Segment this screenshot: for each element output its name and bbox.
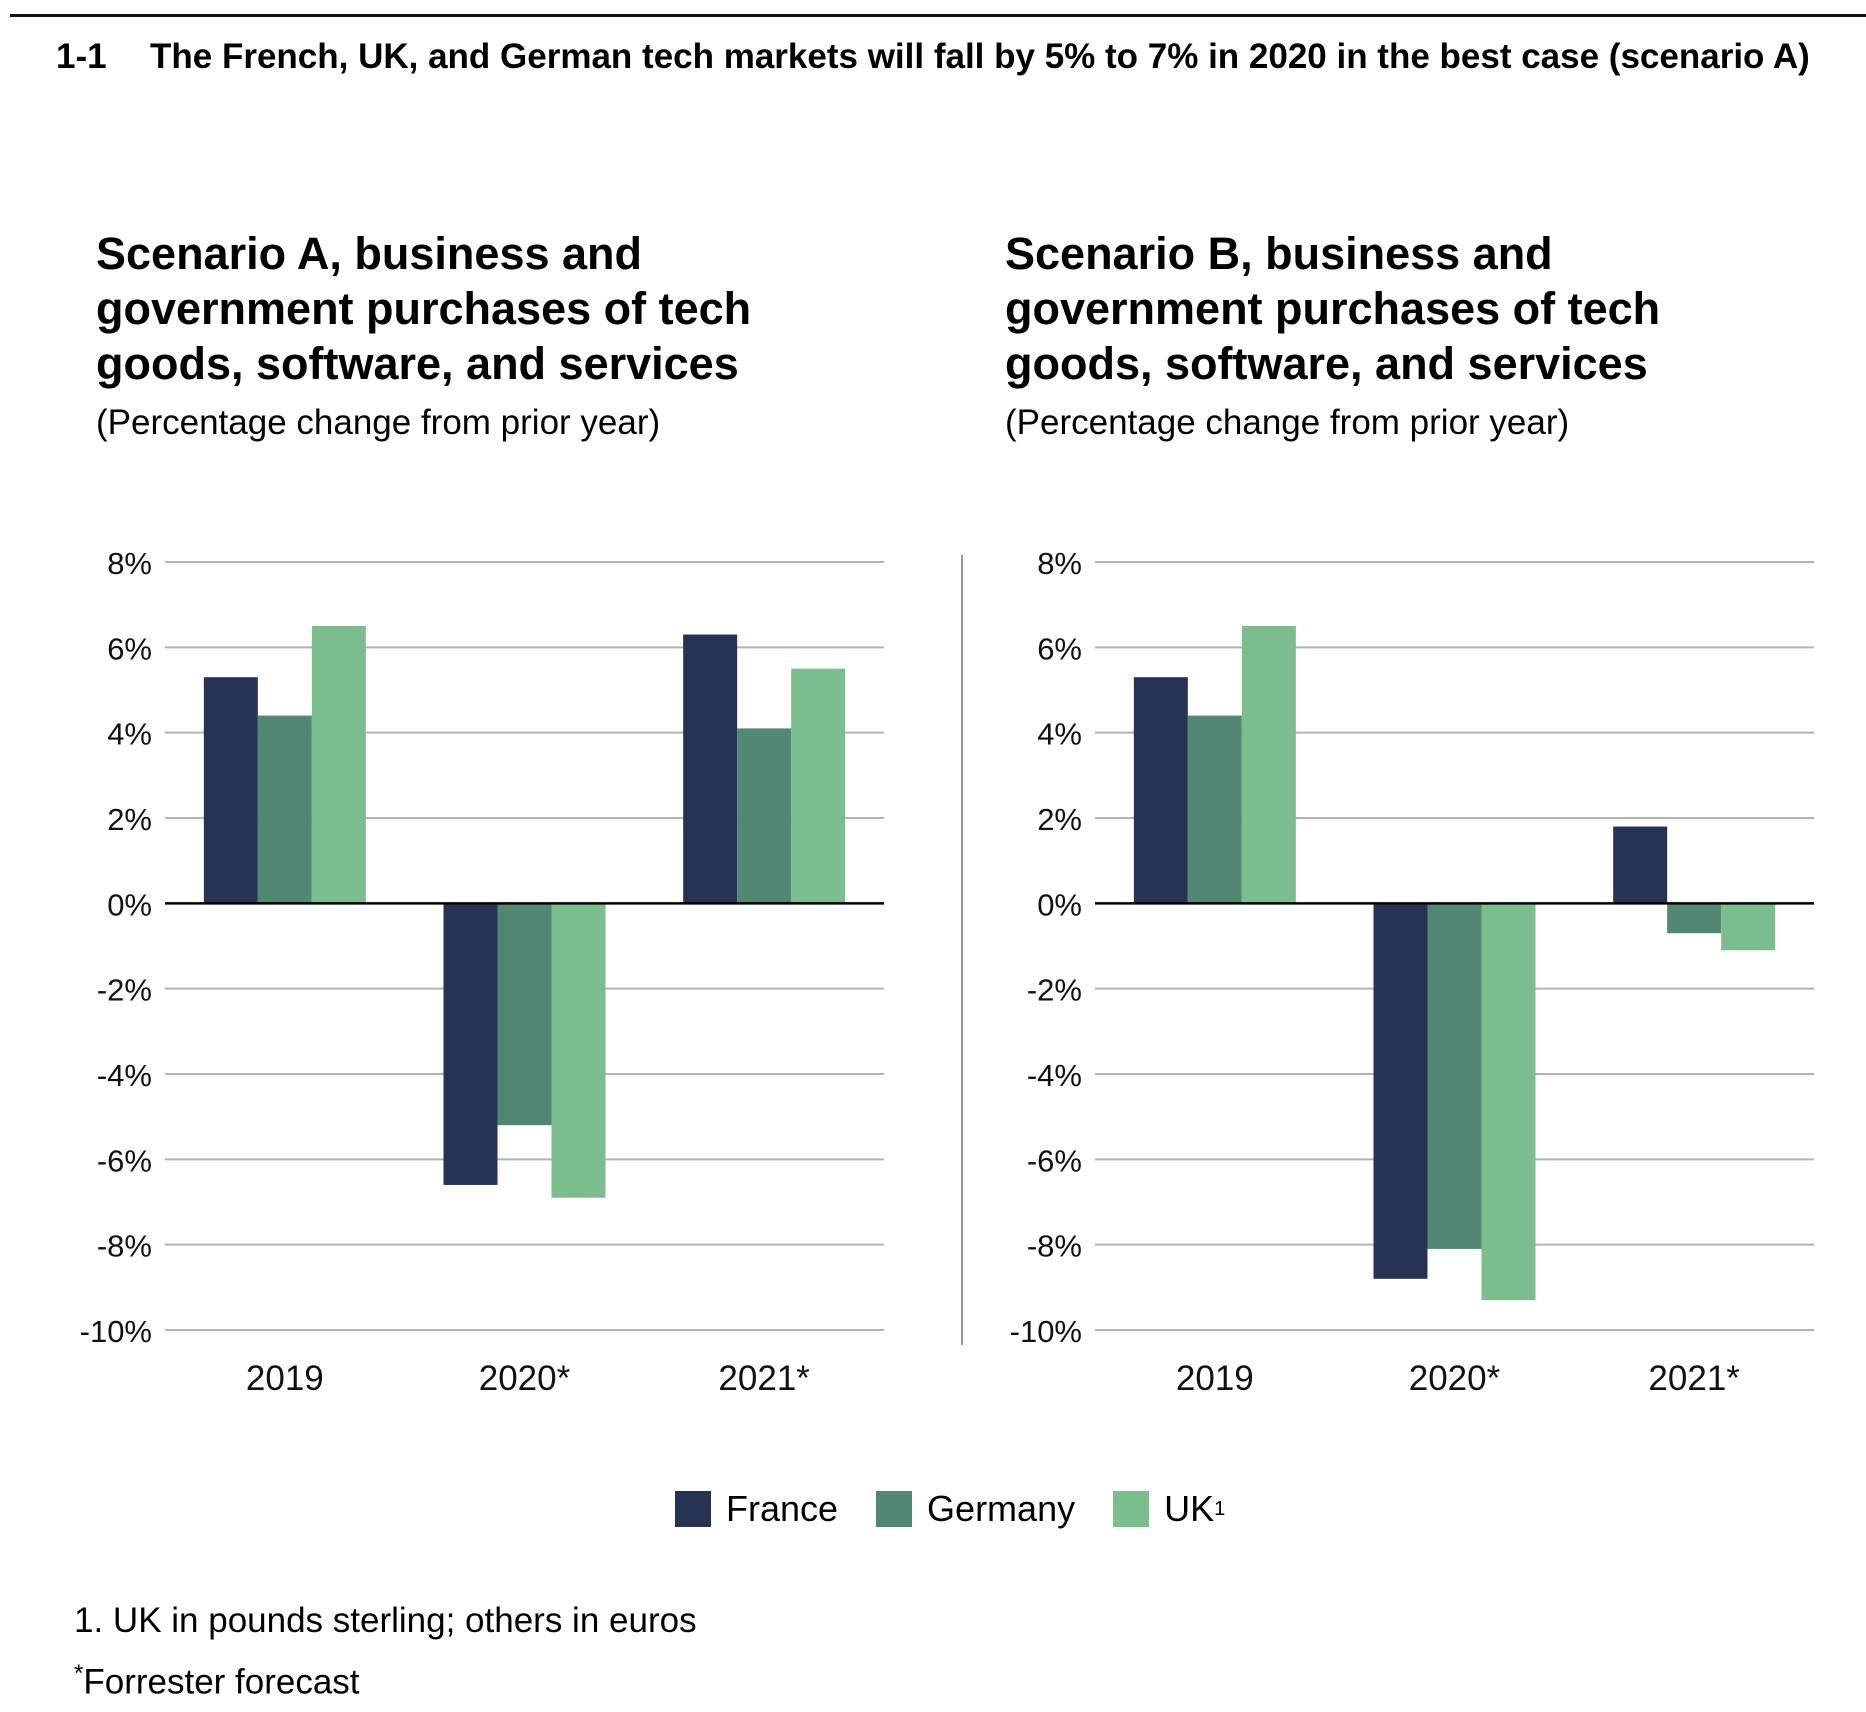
- figure-title: The French, UK, and German tech markets …: [150, 37, 1810, 76]
- bar-germany-0: [257, 715, 312, 904]
- y-tick-label: -10%: [80, 1314, 152, 1349]
- footnote-2-text: Forrester forecast: [83, 1662, 360, 1702]
- bar-uk-0: [311, 626, 366, 904]
- y-tick-label: 4%: [107, 717, 152, 752]
- y-tick-label: -4%: [1027, 1058, 1082, 1093]
- figure-header: 1-1 The French, UK, and German tech mark…: [56, 34, 1836, 80]
- legend-item-uk: UK 1: [1113, 1488, 1225, 1530]
- legend-label-germany: Germany: [927, 1488, 1076, 1529]
- bar-germany-1: [1427, 903, 1482, 1249]
- bar-uk-0: [1241, 626, 1296, 904]
- bar-germany-1: [497, 903, 552, 1126]
- bar-uk-1: [551, 903, 606, 1198]
- legend-label-france: France: [726, 1488, 839, 1529]
- legend-footnote-mark: 1: [1214, 1497, 1226, 1520]
- footnote-1: 1. UK in pounds sterling; others in euro…: [74, 1601, 697, 1640]
- y-tick-label: 6%: [1037, 631, 1082, 666]
- footnote-2: *Forrester forecast: [74, 1653, 360, 1704]
- y-tick-label: 2%: [107, 802, 152, 837]
- y-tick-label: -6%: [97, 1143, 152, 1178]
- y-tick-label: 0%: [107, 887, 152, 922]
- legend: France Germany UK 1: [675, 1488, 1263, 1530]
- legend-item-france: France: [675, 1488, 838, 1530]
- y-tick-label: -8%: [1027, 1229, 1082, 1264]
- bar-germany-0: [1187, 715, 1242, 904]
- x-tick-label: 2021*: [718, 1359, 810, 1398]
- y-tick-label: -10%: [1010, 1314, 1082, 1349]
- bar-uk-2: [1721, 903, 1776, 951]
- y-tick-label: 0%: [1037, 887, 1082, 922]
- chart-b-subtitle: (Percentage change from prior year): [1005, 403, 1570, 442]
- x-tick-label: 2019: [1176, 1359, 1254, 1398]
- y-tick-label: 8%: [1037, 546, 1082, 581]
- y-tick-label: 2%: [1037, 802, 1082, 837]
- footnote-2-mark: *: [74, 1660, 84, 1687]
- legend-swatch-uk: [1113, 1491, 1150, 1527]
- y-tick-label: -8%: [97, 1229, 152, 1264]
- chart-b-plot: 8% 6% 4% 2% 0% -2% -4% -6% -8% -10% 2019 2020* 2021*: [1010, 546, 1814, 1398]
- bar-uk-1: [1481, 903, 1536, 1301]
- bar-france-2: [1613, 826, 1668, 904]
- legend-label-uk: UK: [1164, 1488, 1215, 1529]
- bar-france-1: [443, 903, 498, 1185]
- y-tick-label: 8%: [107, 546, 152, 581]
- x-tick-label: 2021*: [1648, 1359, 1740, 1398]
- chart-a-title: Scenario A, business and government purc…: [96, 228, 752, 389]
- bar-uk-2: [791, 668, 846, 904]
- bar-germany-2: [737, 728, 792, 904]
- chart-a-subtitle: (Percentage change from prior year): [96, 403, 661, 442]
- x-tick-label: 2020*: [1409, 1359, 1501, 1398]
- y-tick-label: -2%: [1027, 973, 1082, 1008]
- x-tick-label: 2019: [246, 1359, 324, 1398]
- bar-france-0: [1133, 677, 1188, 904]
- chart-b-title: Scenario B, business and government purc…: [1005, 228, 1661, 389]
- y-tick-label: -6%: [1027, 1143, 1082, 1178]
- top-rule: [10, 14, 1866, 17]
- y-tick-label: 4%: [1037, 717, 1082, 752]
- y-tick-label: 6%: [107, 631, 152, 666]
- legend-swatch-germany: [876, 1491, 913, 1527]
- figure-number: 1-1: [56, 37, 107, 76]
- y-tick-label: -4%: [97, 1058, 152, 1093]
- legend-item-germany: Germany: [876, 1488, 1075, 1530]
- chart-a-plot: 8% 6% 4% 2% 0% -2% -4% -6% -8% -10% 2019 2020* 2021*: [80, 546, 884, 1398]
- y-tick-label: -2%: [97, 973, 152, 1008]
- bar-germany-2: [1667, 903, 1722, 934]
- x-tick-label: 2020*: [479, 1359, 571, 1398]
- legend-swatch-france: [675, 1491, 711, 1527]
- bar-france-2: [683, 634, 738, 904]
- chart-divider: [961, 555, 963, 1345]
- bar-france-1: [1373, 903, 1428, 1279]
- bar-france-0: [203, 677, 258, 904]
